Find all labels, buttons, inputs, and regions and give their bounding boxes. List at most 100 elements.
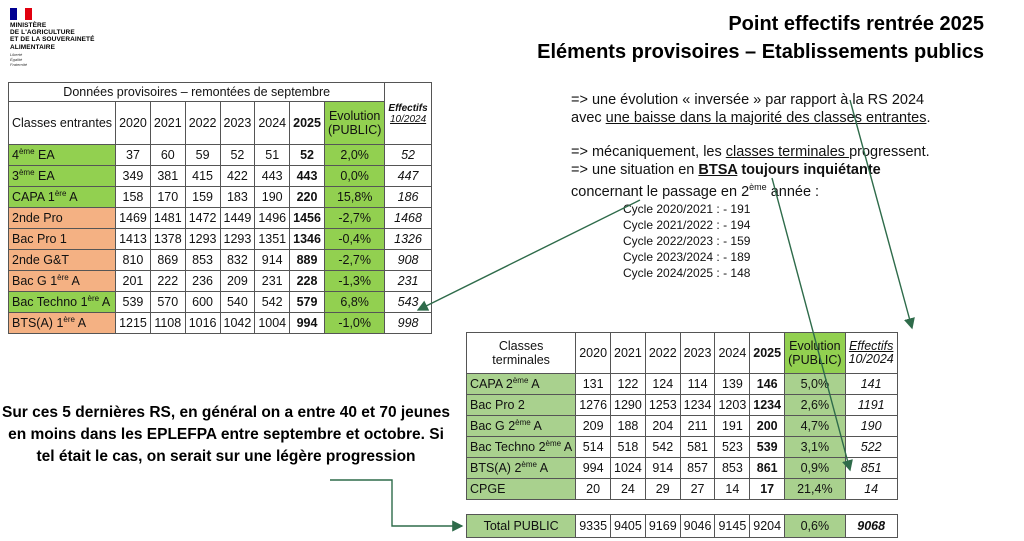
column-header: 2023 <box>679 332 716 374</box>
effectifs-header: Effectifs 10/2024 <box>384 82 432 145</box>
value-cell: 201 <box>115 270 151 292</box>
title-line-2: Eléments provisoires – Etablissements pu… <box>537 41 984 63</box>
value-cell: 914 <box>644 457 681 479</box>
total-effectifs: 9068 <box>844 514 898 538</box>
ministry-name: MINISTÈRE DE L'AGRICULTURE ET DE LA SOUV… <box>10 22 95 51</box>
ministry-logo: MINISTÈRE DE L'AGRICULTURE ET DE LA SOUV… <box>10 8 120 78</box>
value-cell: 190 <box>254 186 291 208</box>
terminal-classes-table: Classes terminales 2020 2021 2022 2023 2024 202… <box>465 332 898 500</box>
value-cell: 1481 <box>149 207 186 229</box>
value-cell: 236 <box>184 270 221 292</box>
table-row: Bac Pro 1 1413 1378 1293 1293 1351 1346 -0,4% 13… <box>7 228 432 250</box>
evolution-cell: 3,1% <box>784 436 846 458</box>
class-name: Bac Pro 2 <box>465 394 577 416</box>
value-cell: 158 <box>115 186 151 208</box>
table-row: BTS(A) 1ère A 1215 1108 1016 1042 1004 994 -1,0… <box>7 312 432 334</box>
column-header: 2021 <box>149 101 186 145</box>
value-cell: 191 <box>714 415 751 437</box>
title-line-1: Point effectifs rentrée 2025 <box>728 13 984 35</box>
value-cell: 415 <box>184 165 221 187</box>
class-name: CAPA 2ème A <box>465 373 577 395</box>
value-cell: 1234 <box>749 394 786 416</box>
commentary-text: Sur ces 5 dernières RS, en général on a … <box>2 404 450 465</box>
value-cell: 52 <box>289 144 325 166</box>
value-cell: 443 <box>289 165 325 187</box>
entering-classes-table: Données provisoires – remontées de septe… <box>7 82 432 334</box>
value-cell: 146 <box>749 373 786 395</box>
effectifs-cell: 190 <box>844 415 898 437</box>
class-name: CAPA 1ère A <box>7 186 117 208</box>
table-row: Bac G 2ème A 209 188 204 211 191 200 4,7% 190 <box>465 415 898 437</box>
effectifs-cell: 447 <box>384 165 432 187</box>
value-cell: 600 <box>184 291 221 313</box>
column-header: Evolution (PUBLIC) <box>784 332 846 374</box>
note-decrease: avec une baisse dans la majorité des cla… <box>571 109 931 126</box>
evolution-cell: -1,0% <box>323 312 386 334</box>
table-row: CAPA 1ère A 158 170 159 183 190 220 15,8% 186 <box>7 186 432 208</box>
effectifs-cell: 1191 <box>844 394 898 416</box>
column-header: 2024 <box>714 332 751 374</box>
value-cell: 853 <box>714 457 751 479</box>
effectifs-cell: 543 <box>384 291 432 313</box>
column-header: 2025 <box>289 101 325 145</box>
value-cell: 211 <box>679 415 716 437</box>
value-cell: 518 <box>610 436 646 458</box>
value-cell: 1351 <box>254 228 291 250</box>
column-header: 2024 <box>254 101 291 145</box>
value-cell: 1293 <box>184 228 221 250</box>
value-cell: 539 <box>115 291 151 313</box>
column-header: 2022 <box>644 332 681 374</box>
republic-motto: Liberté Égalité Fraternité <box>10 52 28 67</box>
value-cell: 231 <box>254 270 291 292</box>
table-row: CAPA 2ème A 131 122 124 114 139 146 5,0% 141 <box>465 373 898 395</box>
note-inverse-evolution: => une évolution « inversée » par rappor… <box>571 92 925 108</box>
evolution-cell: 2,6% <box>784 394 846 416</box>
cycle-list: Cycle 2020/2021 : - 191 Cycle 2021/2022 :… <box>571 201 931 281</box>
class-name: 2nde G&T <box>7 249 117 271</box>
cycle-item: Cycle 2020/2021 : - 191 <box>623 202 751 217</box>
column-header: Effectifs 10/2024 <box>844 332 898 374</box>
effectifs-cell: 52 <box>384 144 432 166</box>
evolution-cell: 5,0% <box>784 373 846 395</box>
value-cell: 1215 <box>115 312 151 334</box>
value-cell: 24 <box>610 478 646 500</box>
column-header: 2023 <box>219 101 256 145</box>
evolution-cell: -1,3% <box>323 270 386 292</box>
column-header: 2020 <box>115 101 151 145</box>
effectifs-cell: 1326 <box>384 228 432 250</box>
value-cell: 1234 <box>679 394 716 416</box>
value-cell: 14 <box>714 478 751 500</box>
value-cell: 59 <box>184 144 221 166</box>
effectifs-cell: 14 <box>844 478 898 500</box>
value-cell: 422 <box>219 165 256 187</box>
column-header: Classes entrantes <box>7 101 117 145</box>
value-cell: 52 <box>219 144 256 166</box>
effectifs-cell: 186 <box>384 186 432 208</box>
value-cell: 579 <box>289 291 325 313</box>
value-cell: 1469 <box>115 207 151 229</box>
table-row: Bac G 1ère A 201 222 236 209 231 228 -1,3% 231 <box>7 270 432 292</box>
effectifs-cell: 522 <box>844 436 898 458</box>
value-cell: 27 <box>679 478 716 500</box>
value-cell: 228 <box>289 270 325 292</box>
cycle-item: Cycle 2024/2025 : - 148 <box>623 266 751 281</box>
table-caption: Données provisoires – remontées de septe… <box>7 82 386 102</box>
arrow-to-total <box>330 479 464 532</box>
value-cell: 1024 <box>610 457 646 479</box>
evolution-cell: -2,7% <box>323 249 386 271</box>
total-row: Total PUBLIC 9335 9405 9169 9046 9145 9204 0,6%… <box>465 514 898 538</box>
value-cell: 542 <box>254 291 291 313</box>
value-cell: 832 <box>219 249 256 271</box>
total-value: 9145 <box>714 514 751 538</box>
evolution-cell: 21,4% <box>784 478 846 500</box>
table-row: 4ème EA 37 60 59 52 51 52 2,0% 52 <box>7 144 432 166</box>
note-btsa: => une situation en BTSA toujours inquié… <box>571 161 881 178</box>
value-cell: 994 <box>575 457 612 479</box>
value-cell: 1456 <box>289 207 325 229</box>
note-passage: concernant le passage en 2ème année : <box>571 182 820 200</box>
value-cell: 914 <box>254 249 291 271</box>
value-cell: 1413 <box>115 228 151 250</box>
column-header: Evolution (PUBLIC) <box>323 101 386 145</box>
value-cell: 1378 <box>149 228 186 250</box>
value-cell: 861 <box>749 457 786 479</box>
